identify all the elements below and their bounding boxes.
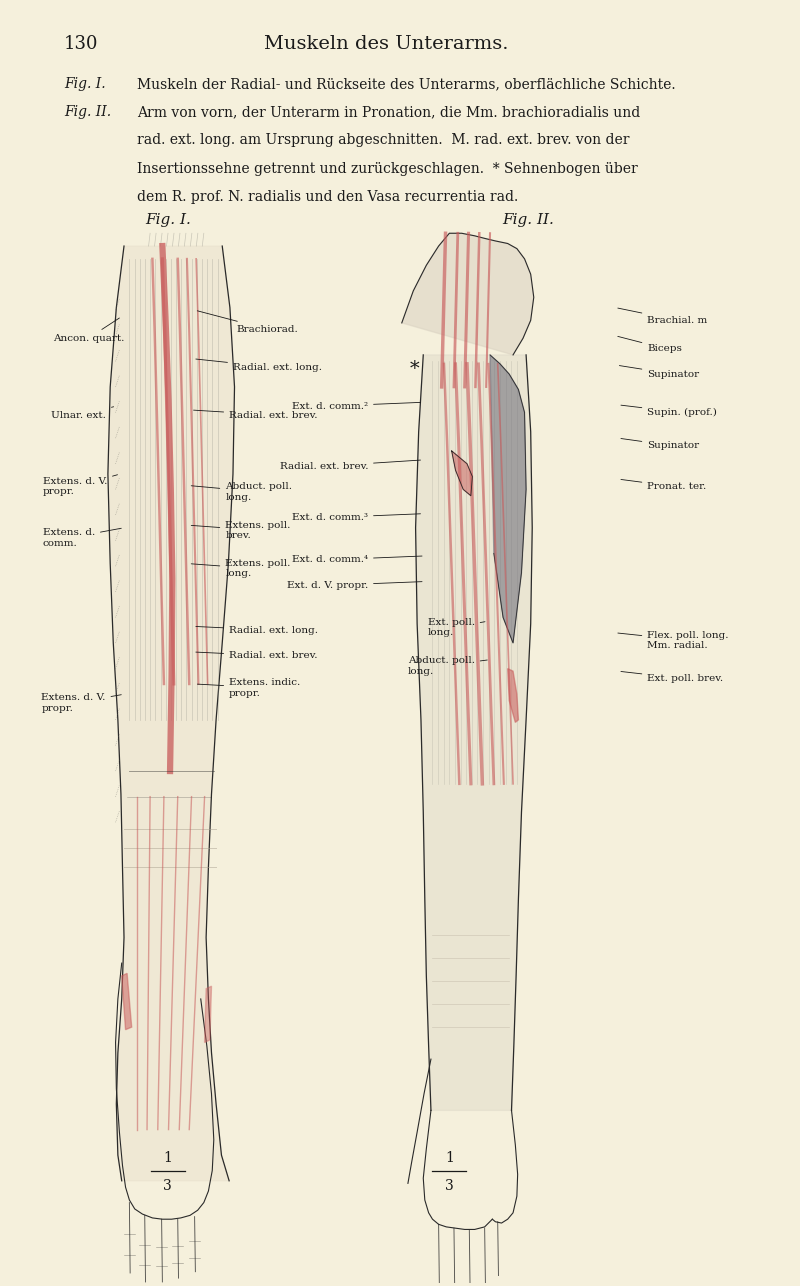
Text: Radial. ext. long.: Radial. ext. long. [196, 626, 318, 635]
Text: dem R. prof. N. radialis und den Vasa recurrentia rad.: dem R. prof. N. radialis und den Vasa re… [137, 190, 518, 203]
Text: 1: 1 [445, 1151, 454, 1165]
Text: Supinator: Supinator [621, 439, 699, 450]
Text: Flex. poll. long.
Mm. radial.: Flex. poll. long. Mm. radial. [618, 630, 729, 651]
Text: 3: 3 [445, 1179, 454, 1193]
Text: Radial. ext. brev.: Radial. ext. brev. [279, 460, 421, 471]
Text: Extens. poll.
long.: Extens. poll. long. [191, 559, 290, 579]
Text: Insertionssehne getrennt und zurückgeschlagen.  * Sehnenbogen über: Insertionssehne getrennt und zurückgesch… [137, 162, 638, 176]
Text: Ext. poll. brev.: Ext. poll. brev. [621, 671, 723, 683]
Text: Pronat. ter.: Pronat. ter. [621, 480, 706, 491]
Text: Supinator: Supinator [619, 365, 699, 378]
Text: Extens. d. V.
propr.: Extens. d. V. propr. [41, 693, 122, 712]
Text: Fig. II.: Fig. II. [64, 105, 111, 120]
Text: Ext. poll.
long.: Ext. poll. long. [427, 619, 485, 638]
Text: 130: 130 [64, 35, 98, 53]
Polygon shape [452, 451, 472, 495]
Text: Fig. II.: Fig. II. [502, 212, 554, 226]
Text: Ext. d. comm.⁴: Ext. d. comm.⁴ [292, 556, 422, 565]
Text: Extens. indic.
propr.: Extens. indic. propr. [198, 678, 300, 697]
Text: Abduct. poll.
long.: Abduct. poll. long. [408, 656, 487, 675]
Polygon shape [122, 974, 132, 1030]
Text: Supin. (prof.): Supin. (prof.) [621, 405, 718, 417]
Text: Extens. d. V.
propr.: Extens. d. V. propr. [42, 475, 118, 496]
Text: Fig. I.: Fig. I. [64, 77, 106, 91]
Polygon shape [402, 233, 534, 355]
Polygon shape [508, 669, 518, 723]
Text: Muskeln des Unterarms.: Muskeln des Unterarms. [264, 35, 509, 53]
Text: Extens. poll.
brev.: Extens. poll. brev. [191, 521, 290, 540]
Polygon shape [108, 246, 234, 1181]
Text: Abduct. poll.
long.: Abduct. poll. long. [191, 482, 292, 502]
Text: Biceps: Biceps [618, 337, 682, 352]
Text: rad. ext. long. am Ursprung abgeschnitten.  M. rad. ext. brev. von der: rad. ext. long. am Ursprung abgeschnitte… [137, 134, 630, 148]
Text: Ext. d. comm.²: Ext. d. comm.² [292, 401, 421, 410]
Text: Extens. d.
comm.: Extens. d. comm. [42, 529, 122, 548]
Text: Radial. ext. long.: Radial. ext. long. [196, 359, 322, 372]
Text: Ancon. quart.: Ancon. quart. [53, 318, 124, 343]
Text: Arm von vorn, der Unterarm in Pronation, die Mm. brachioradialis und: Arm von vorn, der Unterarm in Pronation,… [137, 105, 640, 120]
Text: Ulnar. ext.: Ulnar. ext. [51, 406, 114, 419]
Polygon shape [415, 355, 532, 1110]
Text: *: * [410, 360, 419, 378]
Text: Ext. d. comm.³: Ext. d. comm.³ [292, 513, 421, 522]
Text: Fig. I.: Fig. I. [145, 212, 190, 226]
Text: Radial. ext. brev.: Radial. ext. brev. [194, 410, 318, 419]
Text: 1: 1 [163, 1151, 172, 1165]
Polygon shape [205, 986, 211, 1043]
Text: 3: 3 [163, 1179, 172, 1193]
Text: Ext. d. V. propr.: Ext. d. V. propr. [286, 581, 422, 590]
Text: Radial. ext. brev.: Radial. ext. brev. [196, 651, 318, 660]
Text: Muskeln der Radial- und Rückseite des Unterarms, oberflächliche Schichte.: Muskeln der Radial- und Rückseite des Un… [137, 77, 676, 91]
Polygon shape [490, 355, 526, 643]
Text: Brachial. m: Brachial. m [618, 309, 707, 325]
Text: Brachiorad.: Brachiorad. [198, 311, 298, 334]
